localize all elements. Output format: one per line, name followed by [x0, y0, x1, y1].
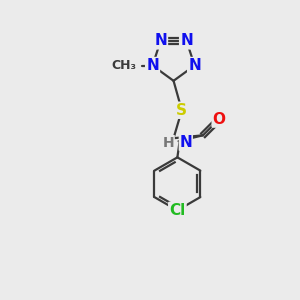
Text: N: N	[179, 135, 192, 150]
Text: Cl: Cl	[169, 203, 185, 218]
Text: N: N	[188, 58, 201, 73]
Text: H: H	[163, 136, 174, 150]
Text: N: N	[154, 33, 167, 48]
Text: S: S	[176, 103, 187, 118]
Text: N: N	[180, 33, 193, 48]
Text: O: O	[213, 112, 226, 127]
Text: N: N	[146, 58, 159, 73]
Text: CH₃: CH₃	[111, 59, 136, 72]
